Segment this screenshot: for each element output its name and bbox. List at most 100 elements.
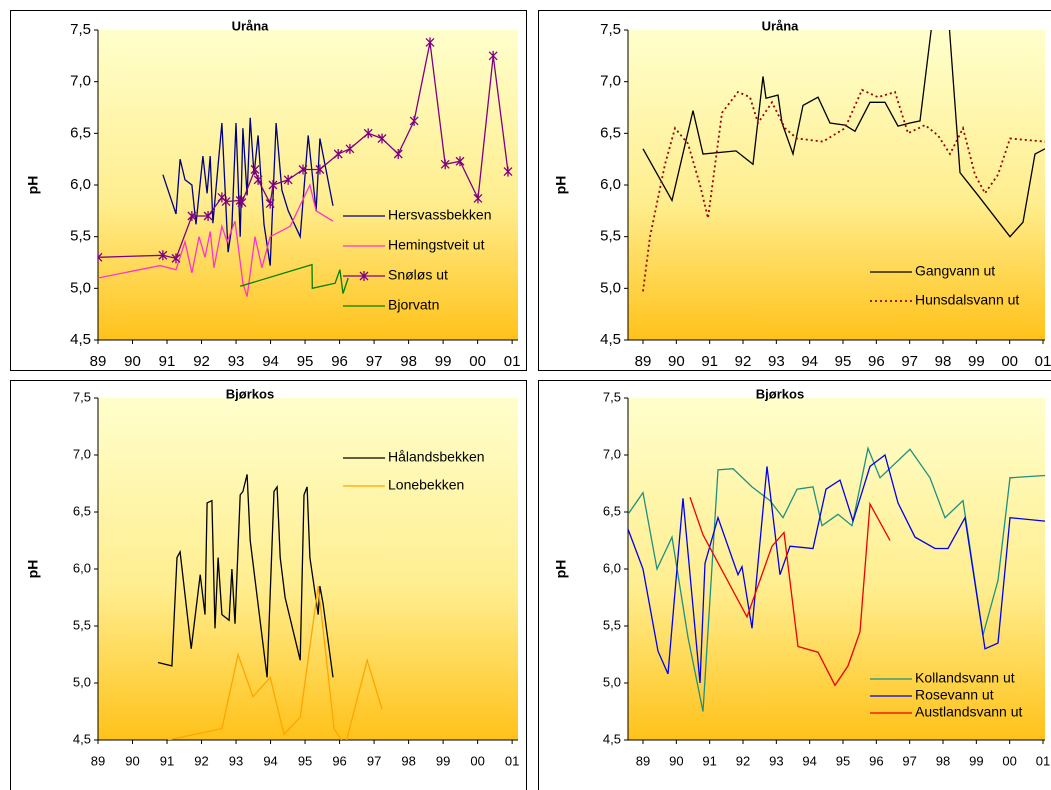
chart-title: Bjørkos xyxy=(226,386,274,401)
plot-content xyxy=(642,30,1045,292)
series-line xyxy=(98,42,509,260)
legend-label: Kollandsvann ut xyxy=(915,670,1015,686)
x-tick-label: 90 xyxy=(124,353,141,370)
x-tick-label: 00 xyxy=(469,353,486,370)
series-marker xyxy=(377,133,387,144)
x-tick-label: 00 xyxy=(470,753,484,768)
series-line xyxy=(240,263,349,294)
series-marker xyxy=(473,193,483,204)
y-tick-label: 5,0 xyxy=(603,674,621,689)
x-tick-label: 91 xyxy=(159,353,176,370)
y-axis-label: pH xyxy=(553,176,569,195)
y-tick-label: 7,5 xyxy=(73,389,91,404)
y-axis-label: pH xyxy=(25,560,41,579)
series-line xyxy=(628,453,1045,684)
x-tick-label: 98 xyxy=(935,353,952,370)
x-tick-label: 93 xyxy=(769,753,783,768)
x-tick-label: 98 xyxy=(401,753,415,768)
legend-label: Hersvassbekken xyxy=(388,207,492,223)
x-tick-label: 89 xyxy=(636,753,650,768)
legend-label: Snøløs ut xyxy=(388,267,448,283)
legend-label: Gangvann ut xyxy=(915,263,995,279)
series-marker xyxy=(333,149,343,159)
x-tick-label: 91 xyxy=(160,753,174,768)
x-tick-label: 93 xyxy=(229,753,243,768)
x-tick-label: 90 xyxy=(125,753,139,768)
x-tick-label: 92 xyxy=(736,753,750,768)
series-marker xyxy=(503,166,513,177)
series-line xyxy=(162,117,334,266)
y-tick-label: 6,0 xyxy=(70,176,91,193)
x-tick-label: 98 xyxy=(400,353,417,370)
x-tick-label: 92 xyxy=(194,753,208,768)
x-tick-label: 00 xyxy=(1001,353,1018,370)
series-line xyxy=(157,474,334,678)
legend-label: Bjorvatn xyxy=(388,297,439,313)
legend-label: Austlandsvann ut xyxy=(915,704,1023,720)
y-tick-label: 5,0 xyxy=(73,674,91,689)
series-marker xyxy=(363,128,373,139)
series-marker xyxy=(171,253,181,264)
x-tick-label: 95 xyxy=(298,753,312,768)
series-marker xyxy=(187,211,197,221)
x-tick-label: 89 xyxy=(90,353,107,370)
y-tick-label: 5,5 xyxy=(603,617,621,632)
y-tick-label: 5,0 xyxy=(600,279,621,296)
x-tick-label: 97 xyxy=(366,353,383,370)
y-tick-label: 7,0 xyxy=(603,446,621,461)
x-tick-label: 90 xyxy=(668,353,685,370)
series-marker xyxy=(253,174,263,185)
x-tick-label: 92 xyxy=(735,353,752,370)
series-line xyxy=(98,183,334,297)
series-line xyxy=(642,88,1045,292)
y-tick-label: 7,5 xyxy=(600,21,621,38)
x-tick-label: 96 xyxy=(331,353,348,370)
y-tick-label: 7,0 xyxy=(600,73,621,90)
series-marker xyxy=(455,156,465,167)
x-tick-label: 95 xyxy=(836,753,850,768)
legend-label: Hunsdalsvann ut xyxy=(915,292,1019,308)
legend-label: Hemingstveit ut xyxy=(388,237,485,253)
x-tick-label: 97 xyxy=(901,353,918,370)
x-tick-label: 91 xyxy=(702,753,716,768)
legend-marker xyxy=(359,271,369,281)
y-tick-label: 6,5 xyxy=(603,503,621,518)
x-tick-label: 95 xyxy=(835,353,852,370)
series-marker xyxy=(488,50,498,61)
y-tick-label: 6,5 xyxy=(73,503,91,518)
y-tick-label: 6,0 xyxy=(603,560,621,575)
x-tick-label: 99 xyxy=(436,753,450,768)
y-axis-label: pH xyxy=(553,560,569,579)
series-marker xyxy=(158,250,168,261)
x-tick-label: 95 xyxy=(297,353,314,370)
series-marker xyxy=(298,164,308,175)
series-marker xyxy=(98,252,103,263)
series-line xyxy=(642,30,1045,238)
y-tick-label: 7,5 xyxy=(70,21,91,38)
x-tick-label: 01 xyxy=(505,753,519,768)
x-tick-label: 92 xyxy=(193,353,210,370)
x-tick-label: 98 xyxy=(936,753,950,768)
plot-area xyxy=(628,30,1045,340)
y-tick-label: 5,5 xyxy=(70,228,91,245)
series-marker xyxy=(409,115,419,126)
series-marker xyxy=(250,164,260,175)
y-tick-label: 4,5 xyxy=(70,331,91,348)
x-tick-label: 94 xyxy=(262,353,279,370)
x-tick-label: 00 xyxy=(1002,753,1016,768)
series-line xyxy=(628,445,1045,712)
series-marker xyxy=(315,164,325,175)
x-tick-label: 97 xyxy=(902,753,916,768)
y-axis-label: pH xyxy=(25,176,41,195)
series-line xyxy=(167,586,383,740)
series-marker xyxy=(203,211,213,221)
x-tick-label: 89 xyxy=(91,753,105,768)
series-marker xyxy=(221,196,231,207)
legend-label: Rosevann ut xyxy=(915,687,994,703)
x-tick-label: 01 xyxy=(1036,753,1050,768)
series-marker xyxy=(283,174,293,185)
series-marker xyxy=(265,198,275,209)
x-tick-label: 89 xyxy=(635,353,652,370)
series-marker xyxy=(345,143,355,154)
